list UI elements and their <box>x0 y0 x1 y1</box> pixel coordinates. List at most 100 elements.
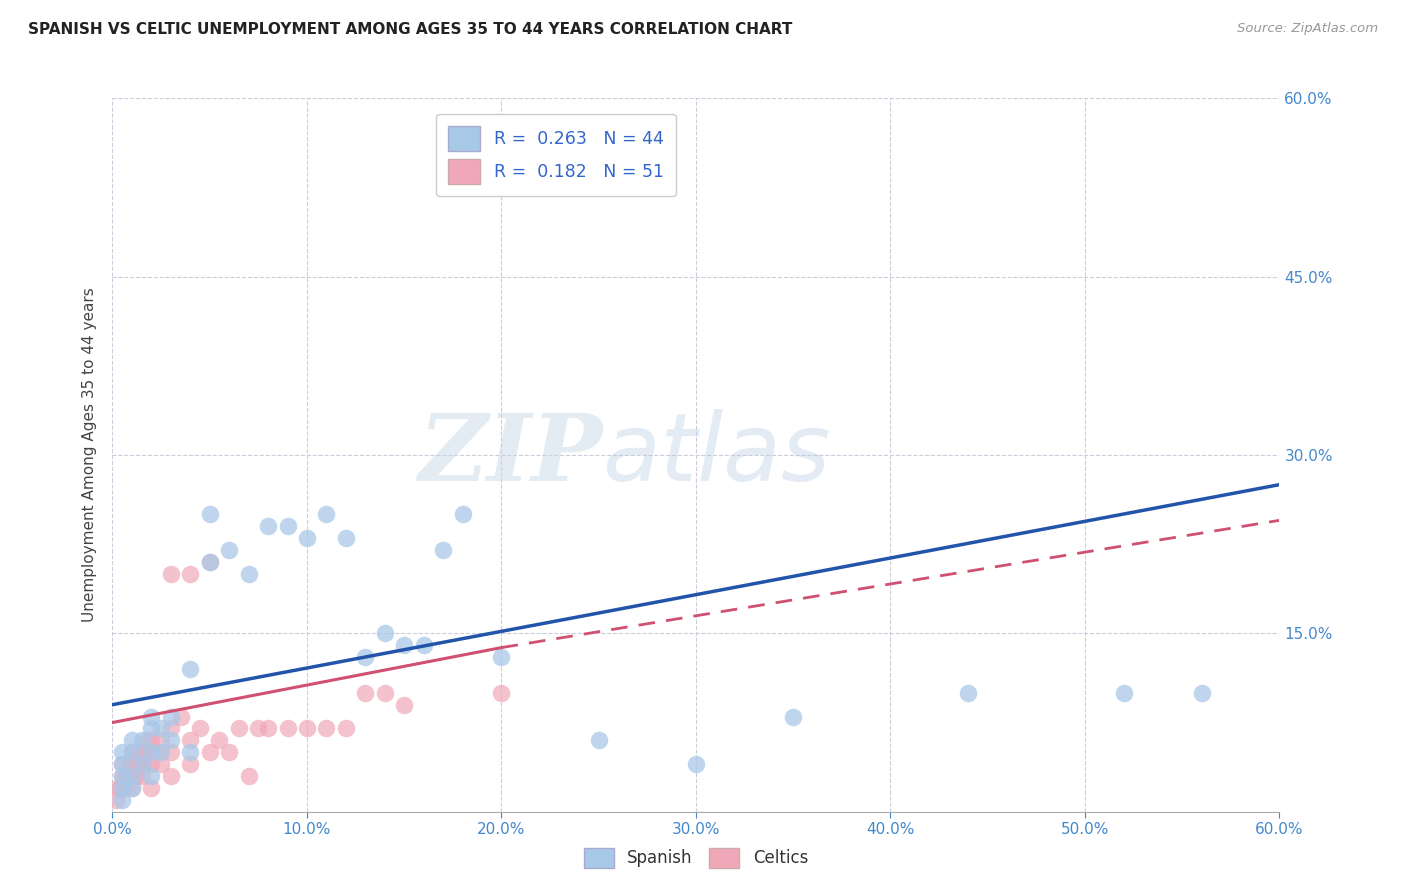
Text: Source: ZipAtlas.com: Source: ZipAtlas.com <box>1237 22 1378 36</box>
Point <box>218 745 240 759</box>
Point <box>128 745 150 759</box>
Point <box>198 745 221 759</box>
Point <box>179 745 201 759</box>
Point <box>141 709 163 723</box>
Point <box>141 722 163 736</box>
Point <box>160 769 183 783</box>
Point <box>150 733 173 747</box>
Point <box>1112 686 1135 700</box>
Point <box>160 709 183 723</box>
Point <box>238 769 260 783</box>
Text: atlas: atlas <box>603 409 831 500</box>
Point <box>160 566 183 581</box>
Point <box>179 733 201 747</box>
Text: ZIP: ZIP <box>419 410 603 500</box>
Point <box>392 698 416 712</box>
Legend: Spanish, Celtics: Spanish, Celtics <box>578 841 814 875</box>
Point <box>131 733 153 747</box>
Point <box>1191 686 1213 700</box>
Point <box>141 780 163 795</box>
Point <box>143 745 166 759</box>
Point <box>491 650 513 665</box>
Point <box>131 757 153 772</box>
Point <box>131 769 153 783</box>
Point <box>127 757 149 772</box>
Point <box>111 757 134 772</box>
Point <box>118 757 141 772</box>
Point <box>315 722 337 736</box>
Point <box>121 757 143 772</box>
Point <box>150 757 173 772</box>
Point <box>131 745 153 759</box>
Point <box>110 780 132 795</box>
Point <box>208 733 231 747</box>
Point <box>179 757 201 772</box>
Point <box>276 722 298 736</box>
Point <box>295 531 318 545</box>
Point <box>218 543 240 558</box>
Point <box>238 566 260 581</box>
Point <box>491 686 513 700</box>
Point <box>121 745 143 759</box>
Point <box>111 745 134 759</box>
Point <box>150 745 173 759</box>
Point <box>111 769 134 783</box>
Point <box>121 769 143 783</box>
Point <box>432 543 454 558</box>
Point <box>782 709 804 723</box>
Point <box>160 745 183 759</box>
Point <box>295 722 318 736</box>
Point <box>141 769 163 783</box>
Point <box>121 780 143 795</box>
Point <box>117 769 139 783</box>
Point <box>121 780 143 795</box>
Point <box>412 638 434 652</box>
Point <box>354 686 377 700</box>
Point <box>141 745 163 759</box>
Point <box>169 709 191 723</box>
Point <box>451 508 474 522</box>
Point <box>374 626 396 640</box>
Point <box>111 780 134 795</box>
Y-axis label: Unemployment Among Ages 35 to 44 years: Unemployment Among Ages 35 to 44 years <box>82 287 97 623</box>
Point <box>315 508 337 522</box>
Point <box>160 722 183 736</box>
Point <box>257 722 280 736</box>
Point <box>335 531 357 545</box>
Point <box>125 769 148 783</box>
Point <box>335 722 357 736</box>
Point <box>957 686 980 700</box>
Point <box>179 566 201 581</box>
Point <box>136 733 159 747</box>
Point <box>121 745 143 759</box>
Point <box>132 757 155 772</box>
Point <box>121 733 143 747</box>
Point <box>111 757 134 772</box>
Point <box>111 793 134 807</box>
Point <box>141 757 163 772</box>
Point <box>198 555 221 569</box>
Point <box>115 769 138 783</box>
Point <box>257 519 280 533</box>
Point <box>374 686 396 700</box>
Point <box>588 733 610 747</box>
Point <box>247 722 270 736</box>
Point <box>111 769 134 783</box>
Point <box>105 793 128 807</box>
Point <box>354 650 377 665</box>
Point <box>141 733 163 747</box>
Point <box>509 138 531 153</box>
Point <box>198 555 221 569</box>
Point <box>135 745 157 759</box>
Point <box>112 780 135 795</box>
Point <box>198 508 221 522</box>
Point <box>276 519 298 533</box>
Point <box>685 757 707 772</box>
Point <box>228 722 250 736</box>
Point <box>179 662 201 676</box>
Point <box>392 638 416 652</box>
Text: SPANISH VS CELTIC UNEMPLOYMENT AMONG AGES 35 TO 44 YEARS CORRELATION CHART: SPANISH VS CELTIC UNEMPLOYMENT AMONG AGE… <box>28 22 793 37</box>
Point <box>107 780 129 795</box>
Point <box>160 733 183 747</box>
Point <box>188 722 211 736</box>
